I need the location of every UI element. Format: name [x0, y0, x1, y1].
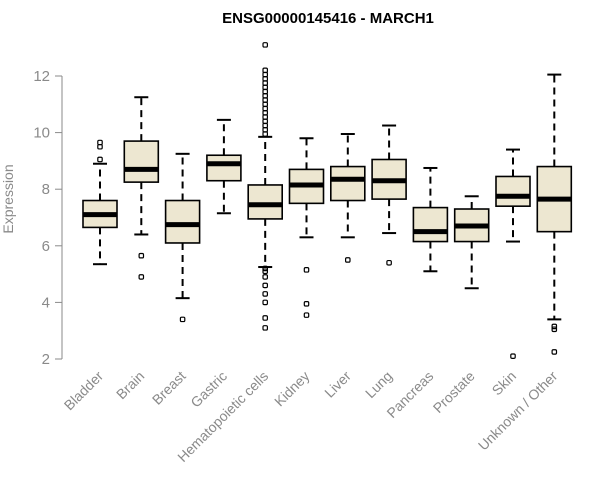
- outlier-point: [551, 326, 558, 333]
- y-axis-label: Expression: [0, 164, 16, 233]
- y-tick-label: 8: [42, 181, 50, 198]
- chart-title: ENSG00000145416 - MARCH1: [222, 10, 434, 27]
- box-lung: [371, 124, 407, 266]
- x-tick-label-prostate: Prostate: [430, 368, 478, 416]
- outlier-point: [551, 323, 558, 330]
- outlier-point: [262, 325, 269, 331]
- box-unknown-other: [536, 73, 573, 355]
- y-tick-label: 2: [42, 351, 50, 368]
- x-tick-label-lung: Lung: [362, 368, 395, 401]
- x-tick-label-breast: Breast: [149, 368, 189, 408]
- outlier-point: [262, 299, 269, 306]
- y-axis: 2 4 6 8 10 12: [33, 68, 63, 368]
- box-kidney: [288, 137, 325, 318]
- outlier-point: [262, 274, 269, 280]
- y-tick-label: 6: [42, 238, 50, 255]
- outlier-point: [262, 291, 269, 297]
- outlier-point: [510, 353, 516, 359]
- outlier-point: [345, 257, 351, 263]
- iqr-box: [164, 199, 201, 244]
- outlier-point: [386, 259, 392, 266]
- box-gastric: [206, 118, 242, 215]
- outlier-point: [179, 316, 186, 323]
- boxes-layer: [82, 42, 573, 359]
- box-skin: [495, 148, 531, 359]
- outlier-point: [262, 67, 269, 74]
- x-tick-label-liver: Liver: [321, 368, 354, 401]
- box-hematopoietic-cells: [247, 42, 283, 331]
- outlier-point: [551, 349, 558, 355]
- outlier-point: [262, 282, 269, 289]
- outlier-point: [262, 42, 269, 48]
- box-brain: [123, 96, 160, 280]
- box-breast: [164, 152, 201, 323]
- x-tick-label-skin: Skin: [489, 368, 520, 399]
- iqr-box: [206, 154, 242, 182]
- outlier-point: [138, 252, 145, 259]
- outlier-point: [262, 315, 269, 321]
- outlier-point: [303, 301, 310, 307]
- outlier-point: [262, 268, 269, 275]
- outlier-point: [303, 312, 310, 318]
- x-tick-label-kidney: Kidney: [271, 368, 313, 410]
- y-tick-label: 10: [33, 125, 50, 142]
- outlier-point: [138, 274, 145, 280]
- x-tick-label-brain: Brain: [113, 368, 147, 402]
- box-bladder: [82, 139, 118, 266]
- iqr-box: [412, 206, 449, 243]
- outlier-point: [97, 139, 103, 146]
- outlier-point: [262, 265, 269, 272]
- box-pancreas: [412, 166, 449, 273]
- iqr-box: [247, 184, 283, 220]
- y-tick-label: 12: [33, 68, 50, 85]
- box-liver: [329, 133, 366, 263]
- x-tick-label-bladder: Bladder: [61, 368, 107, 414]
- outlier-point: [303, 267, 310, 273]
- iqr-box: [123, 140, 160, 183]
- box-prostate: [453, 195, 490, 290]
- outlier-point: [97, 156, 103, 163]
- iqr-box: [495, 175, 531, 207]
- iqr-box: [329, 165, 366, 202]
- y-tick-label: 4: [42, 294, 50, 311]
